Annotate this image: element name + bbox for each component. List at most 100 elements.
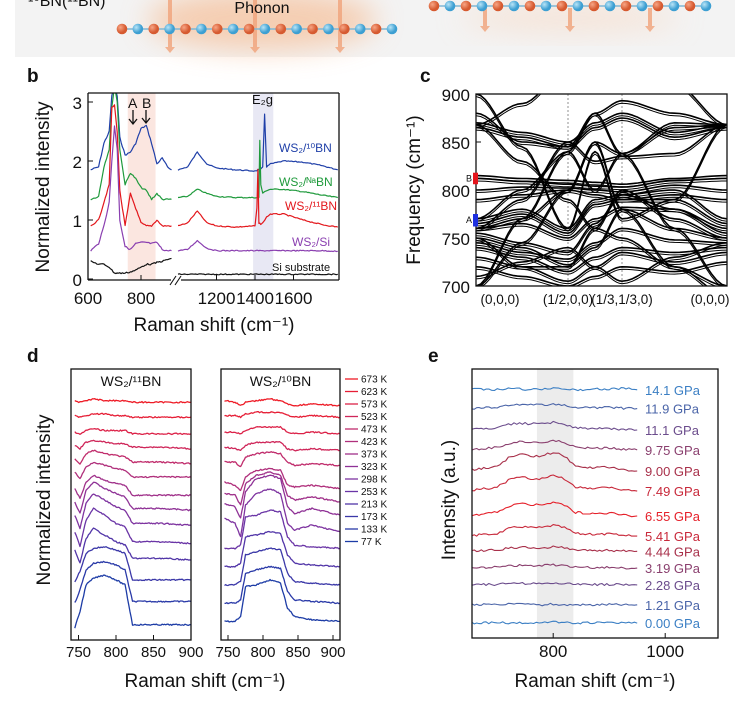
phonon-band <box>476 208 727 266</box>
nitrogen-atom <box>636 0 648 12</box>
plot-frame <box>471 368 719 639</box>
legend-label: 473 K <box>361 425 387 436</box>
phonon-band <box>476 99 727 148</box>
phonon-band <box>476 196 727 256</box>
phonon-band <box>476 192 727 203</box>
shaded-region <box>253 93 274 280</box>
temperature-trace <box>74 560 192 603</box>
atom-chain-left <box>116 23 398 35</box>
pressure-label: 14.1 GPa <box>645 383 701 398</box>
pressure-trace <box>471 545 638 553</box>
panel-label-b: b <box>27 66 39 87</box>
boron-atom <box>652 0 664 12</box>
y-tick-label: 700 <box>442 278 470 297</box>
x-tick-label: 600 <box>74 289 102 308</box>
phonon-band <box>476 96 727 232</box>
arrow-head <box>141 117 151 125</box>
pressure-label: 11.9 GPa <box>645 402 700 417</box>
legend-label: 373 K <box>361 450 387 461</box>
phonon-band <box>476 180 727 191</box>
phonon-band <box>476 249 727 275</box>
temperature-trace <box>74 493 192 530</box>
phonon-arrow-shaft <box>483 8 487 26</box>
phonon-arrow-head <box>565 26 575 32</box>
y-tick-label: 900 <box>442 86 470 105</box>
y-tick-label: 2 <box>73 153 82 172</box>
phonon-band <box>476 94 727 230</box>
axis-break-mark <box>169 275 182 286</box>
phonon-band <box>476 227 727 260</box>
phonon-band <box>476 187 727 195</box>
subplot-frame <box>70 368 192 641</box>
pressure-trace <box>471 452 638 472</box>
series-line-right <box>177 168 338 228</box>
phonon-label: Phonon <box>234 0 289 17</box>
temperature-trace <box>74 474 192 499</box>
temperature-trace <box>224 425 341 435</box>
phonon-band <box>476 230 727 263</box>
temperature-trace <box>74 481 192 514</box>
boron-atom <box>148 23 160 35</box>
phonon-band <box>476 117 727 148</box>
phonon-band <box>476 120 727 150</box>
boron-atom <box>180 23 191 35</box>
phonon-band <box>476 177 727 188</box>
boron-atom <box>524 0 536 12</box>
pressure-label: 5.41 GPa <box>645 529 701 544</box>
y-tick-label: 3 <box>73 94 82 113</box>
legend-label: 173 K <box>361 512 387 523</box>
mode-marker-label: A <box>466 215 472 225</box>
y-tick-label: 850 <box>442 134 470 153</box>
x-tick-label: 800 <box>539 642 567 661</box>
phonon-band <box>476 244 727 285</box>
phonon-arrow-head <box>335 47 345 53</box>
x-tick-label: 1200 <box>198 289 236 308</box>
phonon-band <box>476 211 727 268</box>
phonon-arrow-head <box>165 47 175 53</box>
phonon-band <box>476 123 727 230</box>
y-tick-label: 1 <box>73 212 82 231</box>
x-axis-title: Raman shift (cm⁻¹) <box>125 671 286 692</box>
temperature-trace <box>224 471 340 506</box>
temperature-trace <box>74 574 191 629</box>
pressure-label: 0.00 GPa <box>645 616 701 631</box>
series-line-left <box>90 125 172 252</box>
pressure-label: 4.44 GPa <box>645 544 701 559</box>
subplot-title: WS₂/¹¹BN <box>101 373 162 389</box>
pressure-trace <box>471 524 638 537</box>
legend-label: 253 K <box>361 487 387 498</box>
shaded-region <box>127 93 156 280</box>
nitrogen-atom <box>132 23 144 35</box>
panel-c-phonon-dispersion: 700 750 800 850 900 (0,0,0) (1/2,0,0)(1/3,1/3,… <box>404 86 730 307</box>
x-tick-label: 800 <box>127 289 155 308</box>
x-tick-label: 1000 <box>646 642 684 661</box>
nitrogen-atom <box>668 0 680 12</box>
temperature-trace <box>224 509 341 550</box>
phonon-band <box>476 261 727 286</box>
temperature-trace <box>224 398 341 407</box>
isotope-label: ¹⁰BN(¹¹BN) <box>28 0 106 10</box>
phonon-arrow-head <box>250 47 260 53</box>
nitrogen-atom <box>227 23 239 35</box>
y-axis-title: Frequency (cm⁻¹) <box>404 115 425 264</box>
phonon-band <box>476 102 727 150</box>
series-line-right <box>177 273 338 276</box>
phonon-band <box>476 246 727 273</box>
x-tick-label: 1600 <box>275 289 313 308</box>
nitrogen-atom <box>196 23 207 35</box>
nitrogen-atom <box>323 23 334 35</box>
phonon-arrow-shaft <box>338 0 342 47</box>
phonon-arrow-head <box>645 26 655 32</box>
legend-label: 573 K <box>361 400 387 411</box>
phonon-band <box>476 112 727 143</box>
boron-atom <box>370 23 382 35</box>
x-tick-label: 900 <box>320 644 345 661</box>
pressure-label: 9.75 GPa <box>645 443 701 458</box>
temperature-trace <box>74 439 192 450</box>
boron-atom <box>588 0 600 12</box>
shaded-region <box>536 369 574 638</box>
boron-atom <box>428 0 440 12</box>
nitrogen-atom <box>476 0 488 12</box>
legend-label: 323 K <box>361 462 387 473</box>
temperature-trace <box>224 467 340 492</box>
